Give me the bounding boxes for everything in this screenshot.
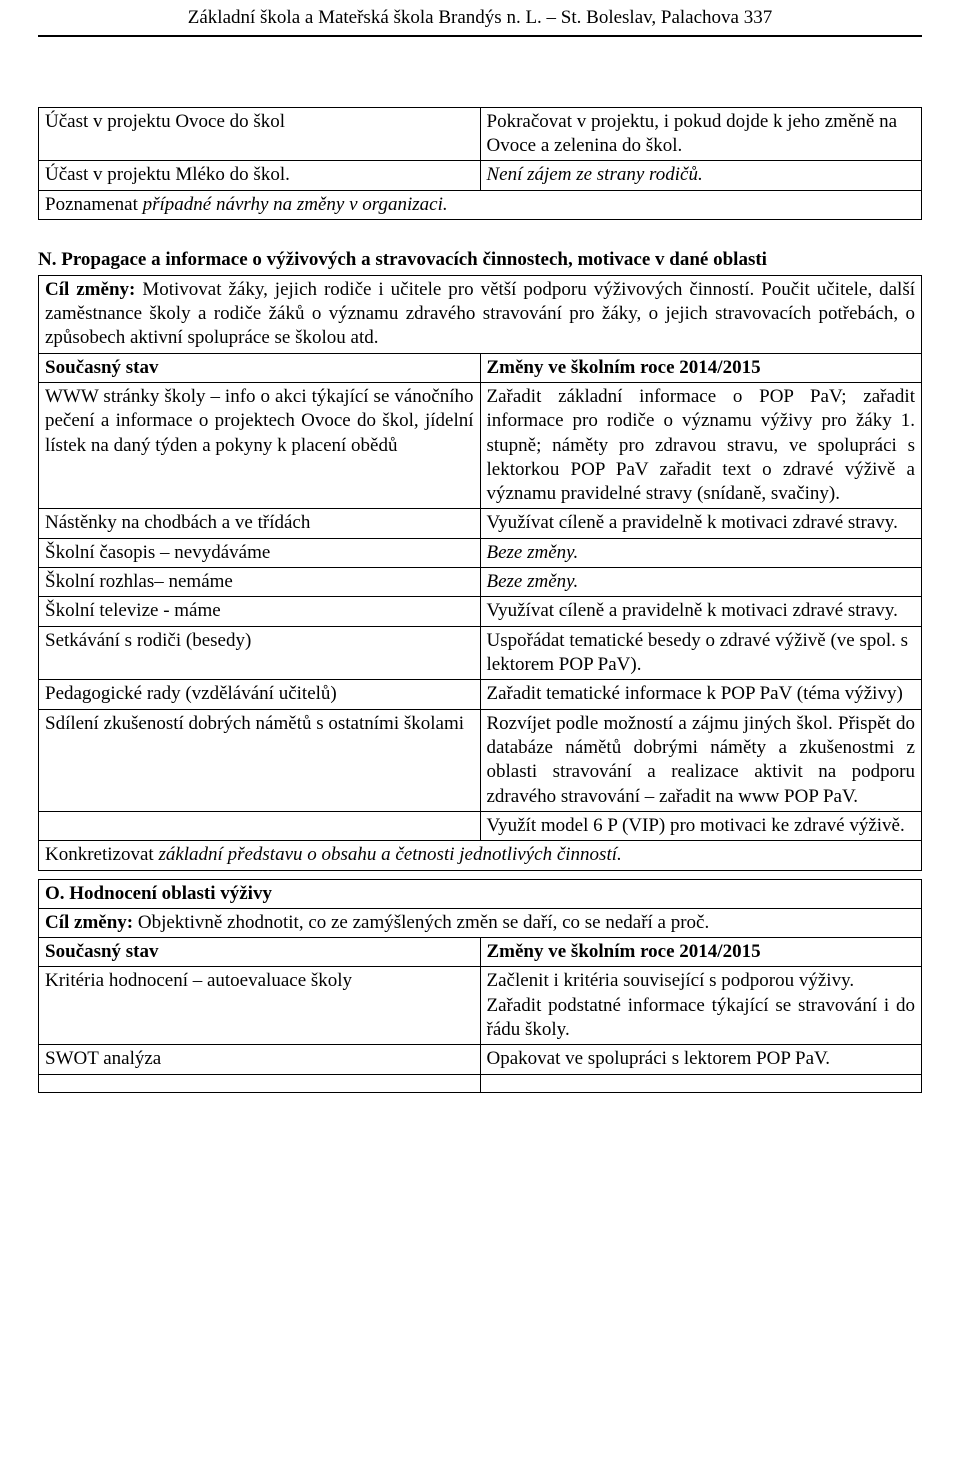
cell-left: Účast v projektu Mléko do škol. — [39, 161, 481, 190]
blank-cell-right — [480, 1074, 922, 1092]
header-row: Současný stav Změny ve školním roce 2014… — [39, 353, 922, 382]
blank-cell-left — [39, 1074, 481, 1092]
header-row: Současný stav Změny ve školním roce 2014… — [39, 938, 922, 967]
cell-right: Využívat cíleně a pravidelně k motivaci … — [480, 597, 922, 626]
section-o-heading-cell: O. Hodnocení oblasti výživy — [39, 879, 922, 908]
cell-right: Beze změny. — [480, 538, 922, 567]
table-row: Sdílení zkušeností dobrých námětů s osta… — [39, 709, 922, 811]
cell-right-part: Zařadit podstatné informace týkající se … — [487, 994, 916, 1043]
table-row: Školní časopis – nevydáváme Beze změny. — [39, 538, 922, 567]
table-row: Účast v projektu Mléko do škol. Není záj… — [39, 161, 922, 190]
table-row: Školní rozhlas– nemáme Beze změny. — [39, 568, 922, 597]
cell-right: Začlenit i kritéria související s podpor… — [480, 967, 922, 1045]
section-o-heading-row: O. Hodnocení oblasti výživy — [39, 879, 922, 908]
cell-left: Účast v projektu Ovoce do škol — [39, 107, 481, 161]
table-section-o: O. Hodnocení oblasti výživy Cíl změny: O… — [38, 879, 922, 1093]
table-row: Účast v projektu Ovoce do škol Pokračova… — [39, 107, 922, 161]
footer-prefix: Konkretizovat — [45, 844, 158, 865]
cell-left: Školní časopis – nevydáváme — [39, 538, 481, 567]
cell-right: Využít model 6 P (VIP) pro motivaci ke z… — [480, 811, 922, 840]
table-row: Pedagogické rady (vzdělávání učitelů) Za… — [39, 680, 922, 709]
page-header: Základní škola a Mateřská škola Brandýs … — [38, 6, 922, 37]
header-title: Základní škola a Mateřská škola Brandýs … — [188, 7, 772, 28]
goal-row: Cíl změny: Objektivně zhodnotit, co ze z… — [39, 908, 922, 937]
goal-cell: Cíl změny: Motivovat žáky, jejich rodiče… — [39, 275, 922, 353]
section-n-heading: N. Propagace a informace o výživových a … — [38, 238, 922, 275]
document-page: Základní škola a Mateřská škola Brandýs … — [0, 0, 960, 1133]
cell-right: Rozvíjet podle možností a zájmu jiných š… — [480, 709, 922, 811]
footer-cell: Konkretizovat základní představu o obsah… — [39, 841, 922, 870]
cell-left: Sdílení zkušeností dobrých námětů s osta… — [39, 709, 481, 811]
cell-right: Využívat cíleně a pravidelně k motivaci … — [480, 509, 922, 538]
cell-right-text: Beze změny. — [487, 542, 579, 563]
cell-right: Zařadit základní informace o POP PaV; za… — [480, 382, 922, 509]
section-o-heading: O. Hodnocení oblasti výživy — [45, 883, 272, 904]
footer-rest: případné návrhy na změny v organizaci. — [143, 194, 448, 215]
goal-label: Cíl změny: — [45, 912, 133, 933]
cell-left: Kritéria hodnocení – autoevaluace školy — [39, 967, 481, 1045]
footer-prefix: Poznamenat — [45, 194, 143, 215]
goal-label: Cíl změny: — [45, 279, 135, 300]
cell-left: Setkávání s rodiči (besedy) — [39, 626, 481, 680]
table-row: Setkávání s rodiči (besedy) Uspořádat te… — [39, 626, 922, 680]
footer-rest: základní představu o obsahu a četnosti j… — [158, 844, 621, 865]
table-row: WWW stránky školy – info o akci týkající… — [39, 382, 922, 509]
table-blank-row — [39, 1074, 922, 1092]
col-right-header: Změny ve školním roce 2014/2015 — [480, 938, 922, 967]
cell-left: SWOT analýza — [39, 1045, 481, 1074]
cell-left: WWW stránky školy – info o akci týkající… — [39, 382, 481, 509]
cell-right: Uspořádat tematické besedy o zdravé výži… — [480, 626, 922, 680]
table-row-footer: Poznamenat případné návrhy na změny v or… — [39, 190, 922, 219]
cell-right: Pokračovat v projektu, i pokud dojde k j… — [480, 107, 922, 161]
table-row: Školní televize - máme Využívat cíleně a… — [39, 597, 922, 626]
col-right-header: Změny ve školním roce 2014/2015 — [480, 353, 922, 382]
cell-left: Školní televize - máme — [39, 597, 481, 626]
cell-right: Zařadit tematické informace k POP PaV (t… — [480, 680, 922, 709]
table-row: Nástěnky na chodbách a ve třídách Využív… — [39, 509, 922, 538]
goal-row: Cíl změny: Motivovat žáky, jejich rodiče… — [39, 275, 922, 353]
table-row: Využít model 6 P (VIP) pro motivaci ke z… — [39, 811, 922, 840]
cell-right: Opakovat ve spolupráci s lektorem POP Pa… — [480, 1045, 922, 1074]
goal-text: Motivovat žáky, jejich rodiče i učitele … — [45, 279, 915, 349]
col-left-header: Současný stav — [39, 938, 481, 967]
cell-left: Pedagogické rady (vzdělávání učitelů) — [39, 680, 481, 709]
table-row: SWOT analýza Opakovat ve spolupráci s le… — [39, 1045, 922, 1074]
cell-right: Beze změny. — [480, 568, 922, 597]
table-projects: Účast v projektu Ovoce do škol Pokračova… — [38, 107, 922, 220]
goal-text: Objektivně zhodnotit, co ze zamýšlených … — [133, 912, 709, 933]
col-left-header: Současný stav — [39, 353, 481, 382]
cell-right-part: Začlenit i kritéria související s podpor… — [487, 969, 916, 993]
table-section-n: Cíl změny: Motivovat žáky, jejich rodiče… — [38, 275, 922, 871]
cell-right: Není zájem ze strany rodičů. — [480, 161, 922, 190]
goal-cell: Cíl změny: Objektivně zhodnotit, co ze z… — [39, 908, 922, 937]
table-row-footer: Konkretizovat základní představu o obsah… — [39, 841, 922, 870]
cell-right-text: Není zájem ze strany rodičů. — [487, 164, 703, 185]
footer-cell: Poznamenat případné návrhy na změny v or… — [39, 190, 922, 219]
cell-left: Školní rozhlas– nemáme — [39, 568, 481, 597]
cell-left — [39, 811, 481, 840]
cell-left: Nástěnky na chodbách a ve třídách — [39, 509, 481, 538]
cell-right-text: Beze změny. — [487, 571, 579, 592]
table-row: Kritéria hodnocení – autoevaluace školy … — [39, 967, 922, 1045]
